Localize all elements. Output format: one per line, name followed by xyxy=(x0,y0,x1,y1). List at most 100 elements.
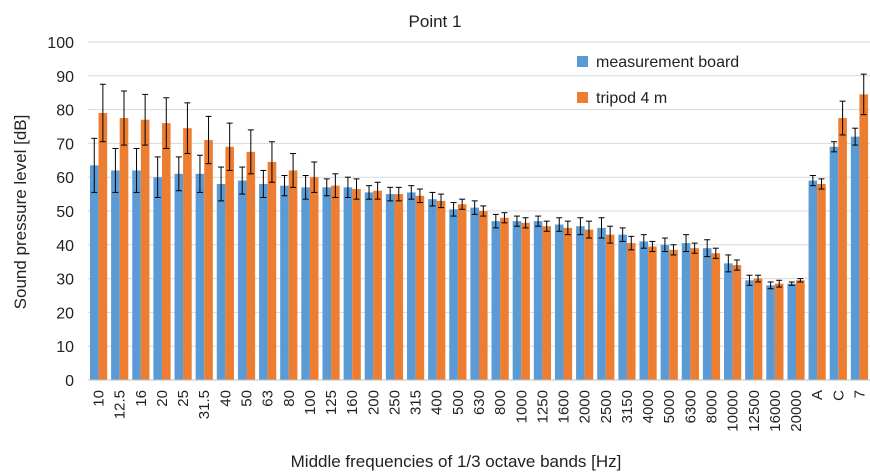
x-tick-label: 40 xyxy=(217,390,234,407)
y-tick-label: 90 xyxy=(56,69,74,86)
bar xyxy=(753,278,763,380)
bar xyxy=(690,248,699,380)
bar xyxy=(267,161,277,380)
bar xyxy=(225,146,234,380)
bar xyxy=(584,229,594,380)
bar xyxy=(132,170,141,380)
bar xyxy=(301,187,310,380)
bar xyxy=(394,194,404,380)
y-tick-label: 80 xyxy=(56,103,74,120)
bar xyxy=(597,227,606,380)
x-tick-label: C xyxy=(830,390,847,401)
bar xyxy=(817,183,826,380)
x-tick-labels: 10 12.5 16 20 25 31.5 40 50 63 80 100 125 160 200 250 3… xyxy=(91,390,869,432)
chart-title: Point 1 xyxy=(409,12,462,31)
x-tick-label: 5000 xyxy=(661,390,678,423)
x-tick-label: 400 xyxy=(429,390,446,415)
x-tick-label: 63 xyxy=(260,390,277,407)
x-tick-label: 7 xyxy=(851,390,868,398)
x-tick-label: 100 xyxy=(302,390,319,415)
x-tick-label: 160 xyxy=(344,390,361,415)
bar xyxy=(161,123,171,381)
bar xyxy=(808,180,818,380)
bar xyxy=(288,170,298,380)
legend-label: measurement board xyxy=(596,54,739,71)
bar xyxy=(457,204,467,380)
bar xyxy=(618,234,627,380)
bar xyxy=(838,118,847,381)
legend-label: tripod 4 m xyxy=(596,90,667,107)
legend-swatch xyxy=(577,92,588,103)
bar xyxy=(681,243,691,380)
x-tick-label: 6300 xyxy=(682,390,699,423)
x-tick-label: 16000 xyxy=(767,390,784,432)
x-tick-label: 1250 xyxy=(534,390,551,423)
x-tick-label: 250 xyxy=(386,390,403,415)
y-tick-label: 100 xyxy=(47,35,74,52)
bar xyxy=(406,192,416,380)
error-bars xyxy=(91,73,867,290)
bar xyxy=(183,128,192,380)
bar xyxy=(859,94,869,380)
bar xyxy=(373,190,382,380)
x-tick-label: 200 xyxy=(365,390,382,415)
bar xyxy=(669,249,678,380)
y-tick-label: 10 xyxy=(56,339,74,356)
x-tick-label: 20 xyxy=(154,390,171,407)
bar xyxy=(745,280,754,380)
bar xyxy=(322,187,332,380)
x-tick-label: 4000 xyxy=(640,390,657,423)
bar xyxy=(436,200,446,380)
bar xyxy=(500,217,509,380)
x-tick-label: 2000 xyxy=(577,390,594,423)
bar xyxy=(237,180,247,380)
y-tick-label: 50 xyxy=(56,204,74,221)
bar xyxy=(385,194,395,380)
bar xyxy=(774,283,784,380)
bar xyxy=(512,221,522,380)
bar xyxy=(626,243,636,380)
bar xyxy=(563,227,573,380)
bar xyxy=(829,146,839,380)
bar xyxy=(724,263,733,380)
x-tick-label: 3150 xyxy=(619,390,636,423)
bar xyxy=(153,177,162,380)
x-tick-label: 80 xyxy=(281,390,298,407)
bar xyxy=(331,185,340,380)
y-tick-label: 70 xyxy=(56,136,74,153)
x-tick-label: 10000 xyxy=(725,390,742,432)
bar xyxy=(364,192,374,380)
bar xyxy=(648,246,657,380)
legend: measurement board tripod 4 m xyxy=(577,54,739,107)
bar xyxy=(533,221,543,380)
bar xyxy=(280,185,289,380)
bar xyxy=(521,222,530,380)
x-tick-label: 16 xyxy=(133,390,150,407)
bar xyxy=(766,285,775,380)
bar xyxy=(195,173,205,380)
y-axis-label: Sound pressure level [dB] xyxy=(11,115,30,310)
x-tick-label: 630 xyxy=(471,390,488,415)
x-tick-label: 12.5 xyxy=(112,390,129,419)
bar xyxy=(639,241,649,380)
bar xyxy=(119,118,129,381)
bar xyxy=(470,207,479,380)
x-tick-label: 2500 xyxy=(598,390,615,423)
bar xyxy=(174,173,184,380)
bar xyxy=(850,136,860,380)
bar xyxy=(343,187,353,380)
x-tick-label: 10 xyxy=(91,390,108,407)
bar xyxy=(415,195,425,380)
bar xyxy=(787,283,797,380)
y-tick-label: 40 xyxy=(56,238,74,255)
bar xyxy=(111,170,120,380)
bar xyxy=(491,221,501,380)
bar xyxy=(449,209,458,380)
bar xyxy=(702,248,712,380)
x-tick-label: 315 xyxy=(408,390,425,415)
bar xyxy=(259,183,268,380)
bar xyxy=(309,177,319,380)
x-tick-label: 1000 xyxy=(513,390,530,423)
bar xyxy=(732,265,742,380)
